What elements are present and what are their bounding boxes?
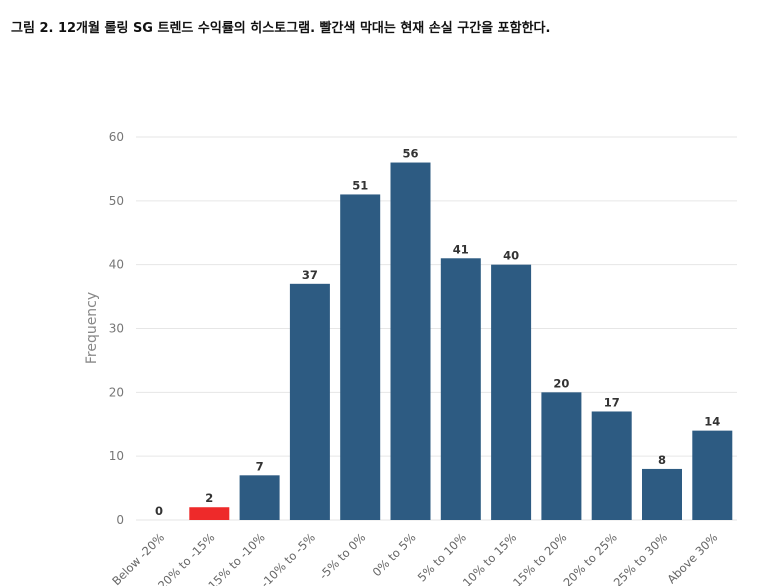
y-axis-ticks: 0 10 20 30 40 50 60 (109, 130, 124, 527)
bar (491, 264, 532, 520)
bar (239, 475, 280, 520)
bar-value-label: 20 (553, 376, 569, 390)
bar (692, 430, 733, 520)
bar (642, 468, 682, 520)
bar (440, 258, 481, 520)
x-axis-category-labels: Below -20%-20% to -15%-15% to -10%-10% t… (109, 530, 720, 586)
y-tick-label: 60 (109, 130, 124, 144)
bar (591, 411, 632, 520)
bar (340, 194, 381, 520)
x-category-label: 10% to 15% (460, 530, 519, 586)
x-category-label: -5% to 0% (316, 530, 368, 582)
y-axis-title: Frequency (84, 292, 100, 364)
bar-value-label: 41 (453, 242, 469, 256)
y-tick-label: 10 (109, 449, 124, 463)
x-category-label: Below -20% (109, 530, 167, 586)
bar-value-label: 17 (604, 395, 620, 409)
figure-caption: 그림 2. 12개월 롤링 SG 트렌드 수익률의 히스토그램. 빨간색 막대는… (11, 21, 551, 36)
x-category-label: 0% to 5% (370, 530, 419, 579)
grid-lines (136, 136, 737, 521)
x-category-label: -10% to -5% (258, 530, 318, 586)
value-labels: 0 2 7 37 51 56 41 40 20 17 8 14 (155, 147, 720, 518)
x-category-label: Above 30% (664, 530, 720, 586)
bars (189, 162, 733, 521)
y-tick-label: 0 (116, 513, 124, 527)
y-tick-label: 40 (109, 258, 124, 272)
y-tick-label: 30 (109, 322, 124, 336)
y-tick-label: 50 (109, 194, 124, 208)
bar-highlighted (189, 507, 230, 520)
bar (390, 162, 431, 521)
x-category-label: 5% to 10% (415, 530, 469, 584)
bar-value-label: 8 (658, 453, 666, 467)
x-category-label: 15% to 20% (510, 530, 569, 586)
bar-value-label: 7 (256, 459, 264, 473)
x-category-label: 25% to 30% (611, 530, 670, 586)
bar (541, 392, 582, 520)
bar-value-label: 51 (352, 178, 368, 192)
bar-value-label: 14 (704, 415, 720, 429)
bar-value-label: 2 (205, 491, 213, 505)
bar-value-label: 40 (503, 249, 519, 263)
bar-value-label: 56 (402, 147, 418, 161)
bar-value-label: 37 (302, 268, 318, 282)
bar-value-label: 0 (155, 504, 163, 518)
x-category-label: 20% to 25% (560, 530, 619, 586)
y-tick-label: 20 (109, 385, 124, 399)
bar (289, 283, 330, 520)
